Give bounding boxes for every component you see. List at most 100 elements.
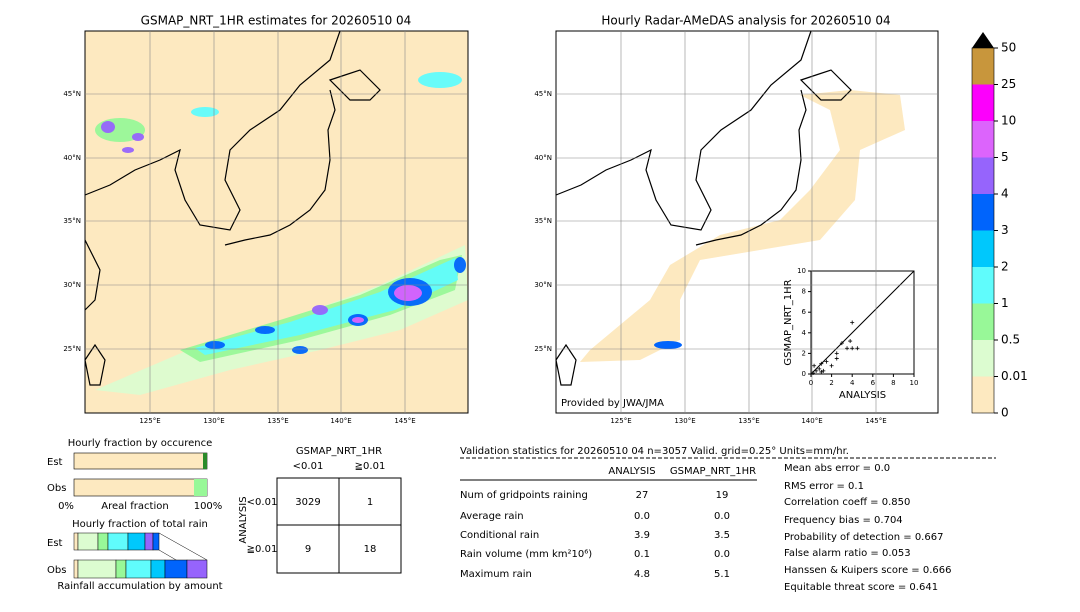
y-tick-label: 8 [802,288,806,296]
lon-label: 125°E [610,417,631,425]
lat-label: 45°N [63,90,81,98]
table-cell: 0.0 [634,511,650,522]
point [809,372,813,376]
row-label: Conditional rain [460,530,539,541]
table-title: GSMAP_NRT_1HR [296,446,382,457]
table-cell: 5.1 [714,569,730,580]
axis-label: Areal fraction [101,501,168,512]
colorbar-segment [972,157,994,194]
table-cell: 9 [305,544,311,555]
y-tick-label: 6 [802,308,807,316]
colorbar-segment [972,121,994,158]
lat-label: 30°N [63,281,81,289]
point [824,359,829,364]
score: False alarm ratio = 0.053 [784,548,911,559]
lat-label: 35°N [63,217,81,225]
colorbar-label: 50 [1001,41,1016,55]
colorbar-segment [972,230,994,267]
colorbar-label: 5 [1001,150,1009,164]
y-tick-label: 4 [802,329,807,337]
point [811,370,816,375]
lon-label: 130°E [203,417,224,425]
map-frame [84,30,469,414]
row-label: ≧0.01 [247,544,278,555]
table-cell: 18 [364,544,377,555]
point [817,366,822,371]
chart-title: Hourly fraction of total rain [72,519,208,530]
lat-label: 40°N [534,154,552,162]
point [848,339,853,344]
colorbar-label: 3 [1001,223,1009,237]
amount-bars [73,532,208,579]
lat-label: 30°N [534,281,552,289]
row-label: Est [47,457,63,468]
colorbar-segment [972,194,994,231]
y-tick-label: 10 [797,267,806,275]
table-cell: 3.9 [634,530,650,541]
x-axis-label: ANALYSIS [839,390,886,401]
map-title: GSMAP_NRT_1HR estimates for 20260510 04 [141,14,412,28]
colorbar-label: 0 [1001,406,1009,420]
analysis-rain [654,341,682,349]
point [812,363,817,368]
colorbar-label: 1 [1001,296,1009,310]
lon-label: 140°E [330,417,351,425]
x-tick-label: 4 [850,379,855,387]
x-tick-label: 8 [891,379,895,387]
colorbar-segment [972,84,994,121]
score: Correlation coeff = 0.850 [784,497,910,508]
point [839,341,844,346]
row-label: Obs [47,483,66,494]
lat-label: 35°N [534,217,552,225]
point [819,369,824,374]
lon-label: 140°E [801,417,822,425]
lat-label: 40°N [63,154,81,162]
lon-label: 130°E [674,417,695,425]
table-cell: 1 [367,497,373,508]
table-cell: 0.1 [634,549,650,560]
point [819,361,824,366]
row-label: Maximum rain [460,569,532,580]
table-cell: 0.0 [714,511,730,522]
colorbar-extend [972,32,994,48]
point [845,346,850,351]
lat-label: 45°N [534,90,552,98]
lon-label: 145°E [394,417,415,425]
row-label: Est [47,538,63,549]
point [821,368,826,373]
axis-label: Rainfall accumulation by amount [57,581,222,592]
x-tick-label: 6 [871,379,876,387]
score: RMS error = 0.1 [784,481,864,492]
column-label: ≧0.01 [355,461,386,472]
row-label: Rain volume (mm km²10⁶) [460,549,592,560]
colorbar-label: 0.5 [1001,333,1020,347]
credit: Provided by JWA/JMA [561,398,664,409]
lon-label: 135°E [267,417,288,425]
map-frame [555,30,939,414]
coastline [84,30,381,386]
point [814,368,819,373]
colorbar-label: 0.01 [1001,369,1028,383]
score: Hanssen & Kuipers score = 0.666 [784,565,951,576]
column-label: GSMAP_NRT_1HR [670,466,756,477]
colorbar-label: 25 [1001,77,1016,91]
y-axis-label: GSMAP_NRT_1HR [783,279,794,365]
point [829,363,834,368]
analysis-coverage [580,90,905,362]
obs-bar [73,478,208,497]
coastline [555,30,852,386]
point [850,346,855,351]
row-label: Average rain [460,511,524,522]
table-cell: 27 [636,490,649,501]
colorbar-label: 10 [1001,114,1016,128]
column-label: ANALYSIS [608,466,655,477]
table-ylabel: ANALYSIS [238,496,249,543]
lon-label: 145°E [865,417,886,425]
colorbar-segment [972,267,994,304]
table-cell: 3029 [295,497,320,508]
point [850,320,855,325]
x-tick-label: 0 [809,379,813,387]
est-bar [203,453,207,469]
y-tick-label: 2 [802,349,806,357]
column-label: <0.01 [293,461,324,472]
